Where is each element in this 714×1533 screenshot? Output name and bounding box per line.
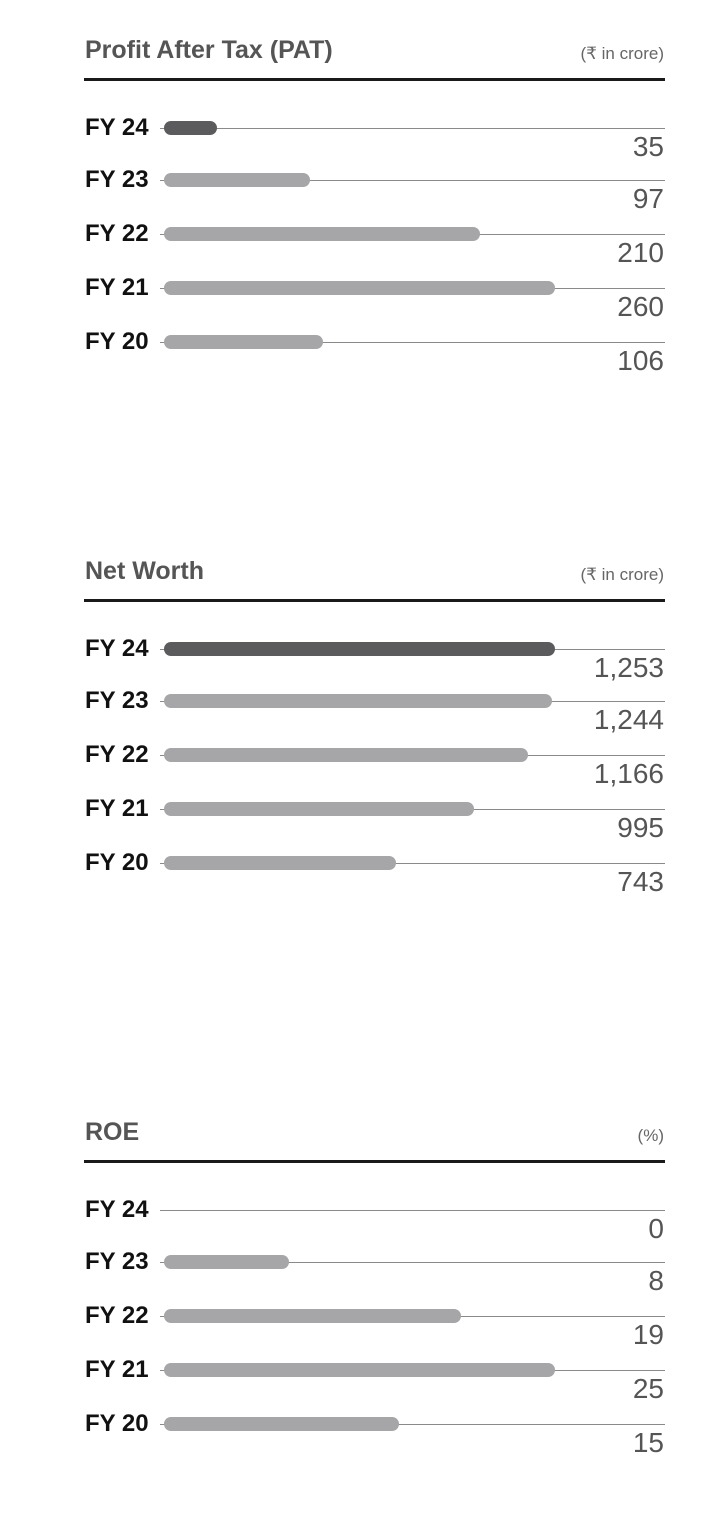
- bar-baseline: [160, 180, 665, 181]
- chart-unit-label: (₹ in crore): [580, 44, 664, 63]
- bar-baseline: [160, 342, 665, 343]
- chart-header-rule: [84, 1160, 665, 1163]
- bar-row: FY 22 210: [0, 220, 714, 284]
- category-label: FY 23: [85, 1248, 149, 1275]
- bar: [164, 1309, 462, 1323]
- bar-row: FY 21 995: [0, 795, 714, 859]
- bar: [164, 748, 528, 762]
- data-label: 19: [632, 1319, 664, 1350]
- category-label: FY 21: [85, 1356, 149, 1383]
- bar: [164, 281, 555, 295]
- data-label: 15: [632, 1427, 664, 1458]
- bar-row: FY 23 1,244: [0, 687, 714, 751]
- category-label: FY 24: [85, 635, 149, 662]
- data-label: 8: [648, 1265, 664, 1296]
- category-label: FY 20: [85, 1410, 149, 1437]
- category-label: FY 22: [85, 1302, 149, 1329]
- bar-row: FY 23 97: [0, 166, 714, 230]
- category-label: FY 24: [85, 1196, 149, 1223]
- bar-row: FY 20 15: [0, 1410, 714, 1474]
- data-label: 1,244: [593, 704, 664, 735]
- bar: [164, 335, 324, 349]
- data-label: 0: [648, 1213, 664, 1244]
- chart-unit-label: (₹ in crore): [580, 565, 664, 584]
- bar: [164, 1363, 555, 1377]
- bar: [164, 173, 310, 187]
- category-label: FY 21: [85, 274, 149, 301]
- category-label: FY 22: [85, 741, 149, 768]
- category-label: FY 23: [85, 166, 149, 193]
- bar-row: FY 20 106: [0, 328, 714, 392]
- bar-row: FY 21 25: [0, 1356, 714, 1420]
- category-label: FY 21: [85, 795, 149, 822]
- chart-title: Net Worth: [85, 557, 204, 585]
- bar: [164, 121, 217, 135]
- bar-row: FY 20 743: [0, 849, 714, 913]
- bar-baseline: [160, 863, 665, 864]
- bar: [164, 642, 555, 656]
- bar-row: FY 21 260: [0, 274, 714, 338]
- chart-title: Profit After Tax (PAT): [85, 36, 333, 64]
- bar-row: FY 24 1,253: [0, 635, 714, 699]
- bar: [164, 694, 553, 708]
- bar: [164, 856, 396, 870]
- bar-baseline: [160, 128, 665, 129]
- chart-unit-label: (%): [637, 1126, 664, 1145]
- bar: [164, 227, 480, 241]
- data-label: 210: [617, 237, 664, 268]
- category-label: FY 20: [85, 328, 149, 355]
- data-label: 995: [617, 812, 664, 843]
- bar-baseline: [160, 1210, 665, 1211]
- data-label: 97: [632, 183, 664, 214]
- chart-header-rule: [84, 599, 665, 602]
- bar-baseline: [160, 1424, 665, 1425]
- data-label: 35: [632, 131, 664, 162]
- bar: [164, 1417, 399, 1431]
- bar-row: FY 22 1,166: [0, 741, 714, 805]
- chart-title: ROE: [85, 1118, 140, 1146]
- bar: [164, 802, 475, 816]
- category-label: FY 20: [85, 849, 149, 876]
- bar: [164, 1255, 290, 1269]
- bar-row: FY 24 0: [0, 1196, 714, 1260]
- category-label: FY 24: [85, 114, 149, 141]
- bar-row: FY 24 35: [0, 114, 714, 178]
- data-label: 1,166: [593, 758, 664, 789]
- data-label: 25: [632, 1373, 664, 1404]
- data-label: 1,253: [593, 652, 664, 683]
- data-label: 260: [617, 291, 664, 322]
- bar-baseline: [160, 1262, 665, 1263]
- data-label: 106: [617, 345, 664, 376]
- category-label: FY 22: [85, 220, 149, 247]
- bar-row: FY 23 8: [0, 1248, 714, 1312]
- chart-header-rule: [84, 78, 665, 81]
- data-label: 743: [617, 866, 664, 897]
- bar-row: FY 22 19: [0, 1302, 714, 1366]
- category-label: FY 23: [85, 687, 149, 714]
